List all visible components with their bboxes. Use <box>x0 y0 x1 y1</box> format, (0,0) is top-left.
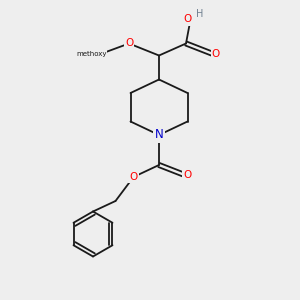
Text: H: H <box>196 9 203 19</box>
Text: N: N <box>154 128 164 142</box>
Text: O: O <box>125 38 133 49</box>
Text: O: O <box>129 172 138 182</box>
Text: methoxy: methoxy <box>76 51 107 57</box>
Text: O: O <box>183 14 192 25</box>
Text: O: O <box>212 49 220 59</box>
Text: O: O <box>183 170 192 181</box>
